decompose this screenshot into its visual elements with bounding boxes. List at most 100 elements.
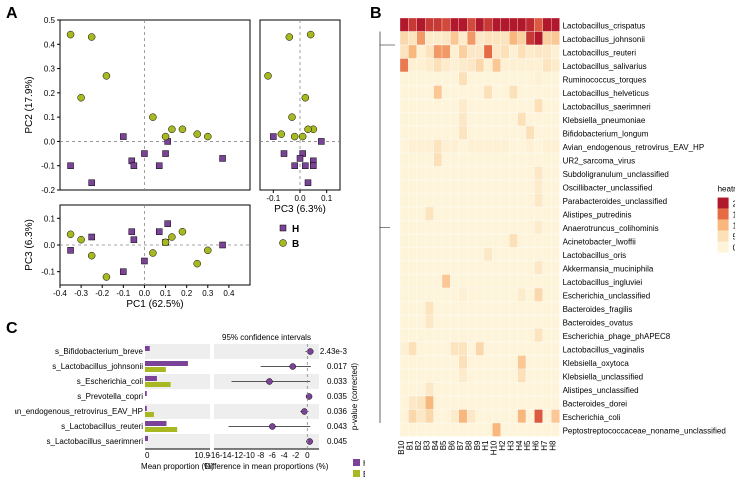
svg-text:Lactobacillus_salivarius: Lactobacillus_salivarius bbox=[563, 62, 647, 71]
svg-text:Lactobacillus_oris: Lactobacillus_oris bbox=[563, 251, 627, 260]
svg-text:PC3 (6.3%): PC3 (6.3%) bbox=[274, 204, 326, 215]
svg-text:0.035: 0.035 bbox=[327, 392, 348, 401]
svg-text:heatmap: heatmap bbox=[718, 185, 735, 194]
svg-text:Mean proportion (%): Mean proportion (%) bbox=[141, 462, 214, 471]
svg-text:B: B bbox=[292, 239, 299, 250]
svg-text:0.045: 0.045 bbox=[327, 437, 348, 446]
svg-text:-10: -10 bbox=[243, 451, 255, 460]
svg-text:Parabacteroides_unclassified: Parabacteroides_unclassified bbox=[563, 197, 668, 206]
svg-text:s_Lactobacillus_saerimneri: s_Lactobacillus_saerimneri bbox=[47, 437, 144, 446]
svg-text:-0.1: -0.1 bbox=[41, 162, 55, 171]
svg-text:Lactobacillus_saerimneri: Lactobacillus_saerimneri bbox=[563, 103, 651, 112]
svg-text:s_Prevotella_copri: s_Prevotella_copri bbox=[77, 392, 143, 401]
svg-text:15: 15 bbox=[733, 211, 735, 220]
svg-text:Ruminococcus_torques: Ruminococcus_torques bbox=[563, 76, 647, 85]
svg-text:Bacteroides_ovatus: Bacteroides_ovatus bbox=[563, 319, 633, 328]
svg-text:Difference in mean proportions: Difference in mean proportions (%) bbox=[205, 462, 329, 471]
svg-text:20: 20 bbox=[733, 200, 735, 209]
svg-text:0.1: 0.1 bbox=[321, 194, 333, 203]
svg-text:0.0: 0.0 bbox=[294, 194, 306, 203]
svg-text:-2: -2 bbox=[292, 451, 300, 460]
svg-text:-14: -14 bbox=[220, 451, 232, 460]
svg-text:0.036: 0.036 bbox=[327, 407, 348, 416]
svg-text:Alistipes_putredinis: Alistipes_putredinis bbox=[563, 211, 632, 220]
svg-text:s_Escherichia_coli: s_Escherichia_coli bbox=[77, 377, 143, 386]
svg-text:-0.1: -0.1 bbox=[41, 268, 55, 277]
panel-a-svg: -0.2 -0.1 0.0 0.1 0.2 0.3 0.4 0.5 PC2 (17.9%) -0.… bbox=[20, 10, 360, 310]
svg-text:Klebsiella_pneumoniae: Klebsiella_pneumoniae bbox=[563, 116, 646, 125]
svg-text:95% confidence intervals: 95% confidence intervals bbox=[222, 333, 311, 342]
svg-text:0.0: 0.0 bbox=[44, 137, 56, 146]
svg-text:-0.4: -0.4 bbox=[53, 289, 67, 298]
svg-text:Lactobacillus_johnsonii: Lactobacillus_johnsonii bbox=[563, 35, 646, 44]
svg-text:0.017: 0.017 bbox=[327, 362, 348, 371]
svg-text:-4: -4 bbox=[280, 451, 288, 460]
svg-text:Acinetobacter_lwoffii: Acinetobacter_lwoffii bbox=[563, 238, 636, 247]
svg-text:-6: -6 bbox=[269, 451, 277, 460]
svg-text:H: H bbox=[363, 459, 365, 468]
svg-text:10: 10 bbox=[733, 222, 735, 231]
svg-text:0.3: 0.3 bbox=[44, 65, 56, 74]
svg-text:0.2: 0.2 bbox=[44, 89, 56, 98]
svg-text:-12: -12 bbox=[232, 451, 244, 460]
svg-text:Lactobacillus_helveticus: Lactobacillus_helveticus bbox=[563, 89, 649, 98]
svg-text:-0.1: -0.1 bbox=[116, 289, 130, 298]
svg-text:Peptostreptococcaceae_noname_u: Peptostreptococcaceae_noname_unclassifie… bbox=[563, 427, 726, 436]
svg-text:0.1: 0.1 bbox=[44, 214, 56, 223]
panel-a: -0.2 -0.1 0.0 0.1 0.2 0.3 0.4 0.5 PC2 (17.9%) -0.… bbox=[20, 10, 360, 310]
svg-text:Bacteroides_fragilis: Bacteroides_fragilis bbox=[563, 305, 633, 314]
svg-text:Alistipes_unclassified: Alistipes_unclassified bbox=[563, 386, 639, 395]
svg-text:0.043: 0.043 bbox=[327, 422, 348, 431]
svg-text:0: 0 bbox=[733, 244, 735, 253]
svg-text:0.5: 0.5 bbox=[44, 16, 56, 25]
panel-c-svg: 95% confidence intervals s_Bifidobacteriu… bbox=[15, 330, 365, 495]
svg-text:0.0: 0.0 bbox=[44, 241, 56, 250]
svg-text:-0.3: -0.3 bbox=[74, 289, 88, 298]
svg-text:H: H bbox=[292, 224, 299, 235]
svg-text:PC1 (62.5%): PC1 (62.5%) bbox=[126, 299, 183, 310]
svg-text:Escherichia_unclassified: Escherichia_unclassified bbox=[563, 292, 651, 301]
svg-text:0.3: 0.3 bbox=[202, 289, 214, 298]
svg-text:Klebsiella_oxytoca: Klebsiella_oxytoca bbox=[563, 359, 630, 368]
svg-text:0: 0 bbox=[145, 451, 150, 460]
svg-text:Bacteroides_dorei: Bacteroides_dorei bbox=[563, 400, 628, 409]
svg-text:-0.2: -0.2 bbox=[41, 186, 55, 195]
panel-b-svg: Lactobacillus_crispatus Lactobacillus_joh… bbox=[375, 10, 735, 490]
svg-text:-0.1: -0.1 bbox=[266, 194, 280, 203]
svg-text:5: 5 bbox=[733, 233, 735, 242]
svg-text:0.4: 0.4 bbox=[223, 289, 235, 298]
svg-text:s_Bifidobacterium_breve: s_Bifidobacterium_breve bbox=[55, 347, 144, 356]
svg-text:Lactobacillus_vaginalis: Lactobacillus_vaginalis bbox=[563, 346, 645, 355]
svg-text:UR2_sarcoma_virus: UR2_sarcoma_virus bbox=[563, 157, 635, 166]
svg-text:Escherichia_phage_phAPEC8: Escherichia_phage_phAPEC8 bbox=[563, 332, 671, 341]
svg-text:Bifidobacterium_longum: Bifidobacterium_longum bbox=[563, 130, 649, 139]
svg-text:p-value (corrected): p-value (corrected) bbox=[350, 363, 359, 430]
panel-b: Lactobacillus_crispatus Lactobacillus_joh… bbox=[375, 10, 735, 490]
svg-text:Klebsiella_unclassified: Klebsiella_unclassified bbox=[563, 373, 644, 382]
svg-text:s_Avian_endogenous_retrovirus_: s_Avian_endogenous_retrovirus_EAV_HP bbox=[15, 407, 143, 416]
svg-text:0.4: 0.4 bbox=[44, 40, 56, 49]
svg-text:Subdoligranulum_unclassified: Subdoligranulum_unclassified bbox=[563, 170, 669, 179]
svg-text:Lactobacillus_ingluviei: Lactobacillus_ingluviei bbox=[563, 278, 643, 287]
svg-text:PC3 (6.3%): PC3 (6.3%) bbox=[24, 219, 35, 271]
svg-text:Escherichia_coli: Escherichia_coli bbox=[563, 413, 621, 422]
svg-text:0.033: 0.033 bbox=[327, 377, 348, 386]
svg-text:Lactobacillus_crispatus: Lactobacillus_crispatus bbox=[563, 22, 646, 31]
svg-text:2.43e-3: 2.43e-3 bbox=[320, 347, 348, 356]
svg-text:B: B bbox=[363, 470, 365, 479]
panel-c: 95% confidence intervals s_Bifidobacteriu… bbox=[15, 330, 365, 495]
svg-text:PC2 (17.9%): PC2 (17.9%) bbox=[24, 76, 35, 133]
svg-text:-8: -8 bbox=[257, 451, 265, 460]
svg-text:Oscillibacter_unclassified: Oscillibacter_unclassified bbox=[563, 184, 653, 193]
svg-text:s_Lactobacillus_johnsonii: s_Lactobacillus_johnsonii bbox=[52, 362, 143, 371]
svg-text:H8: H8 bbox=[548, 440, 557, 451]
svg-text:Avian_endogenous_retrovirus_EA: Avian_endogenous_retrovirus_EAV_HP bbox=[563, 143, 705, 152]
svg-text:-16: -16 bbox=[208, 451, 220, 460]
svg-text:0: 0 bbox=[305, 451, 310, 460]
panel-a-label: A bbox=[6, 5, 18, 23]
svg-text:s_Lactobacillus_reuteri: s_Lactobacillus_reuteri bbox=[61, 422, 143, 431]
svg-text:Lactobacillus_reuteri: Lactobacillus_reuteri bbox=[563, 49, 637, 58]
svg-text:0.1: 0.1 bbox=[44, 113, 56, 122]
svg-text:Akkermansia_muciniphila: Akkermansia_muciniphila bbox=[563, 265, 654, 274]
svg-text:Anaerotruncus_colihominis: Anaerotruncus_colihominis bbox=[563, 224, 659, 233]
